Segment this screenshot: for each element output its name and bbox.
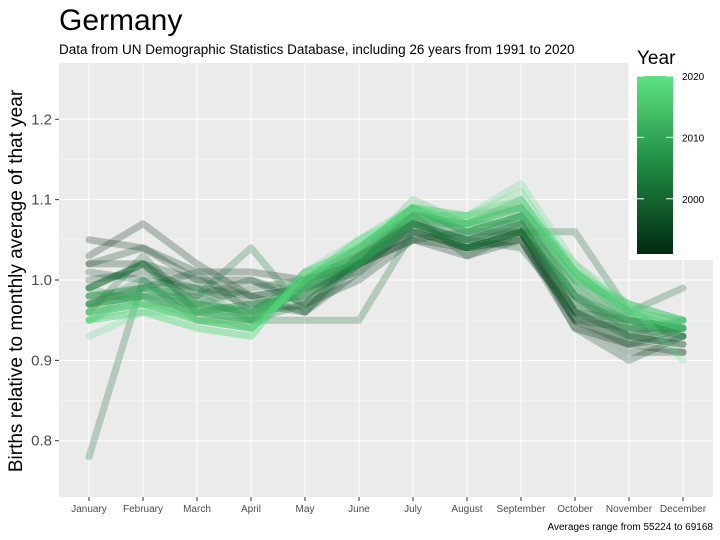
grid-lines [59, 63, 713, 497]
chart-title: Germany [59, 4, 182, 37]
legend-title: Year [637, 48, 676, 69]
legend-tick-label: 2010 [682, 133, 705, 144]
series-line-2003 [85, 212, 687, 332]
series-line-2011 [85, 204, 687, 332]
series-line-1998 [85, 212, 687, 340]
series-line-1992 [85, 220, 687, 356]
x-tick-label: October [557, 504, 593, 515]
series-line-1995 [85, 220, 687, 348]
series-line-1997 [85, 220, 687, 340]
x-tick-label: April [241, 504, 261, 515]
y-tick-label: 0.8 [31, 433, 52, 450]
y-tick-label: 1.2 [31, 111, 52, 128]
series-line-2008 [85, 204, 687, 332]
series-line-1991 [85, 236, 687, 356]
legend-ticks: 2000 2010 2020 [637, 72, 705, 206]
series-line-2000 [85, 220, 687, 332]
x-tick-label: May [296, 504, 315, 515]
legend-tick-label: 2020 [682, 72, 705, 83]
series-lines [85, 180, 687, 461]
legend-colorbar [637, 76, 673, 254]
y-tick-label: 1.1 [31, 192, 52, 209]
series-line-2014 [85, 196, 687, 332]
y-tick-label: 0.9 [31, 352, 52, 369]
series-line-1999 [85, 220, 687, 348]
chart-subtitle: Data from UN Demographic Statistics Data… [59, 42, 575, 57]
y-tick-label: 1.0 [31, 272, 52, 289]
series-line-1993 [85, 228, 687, 348]
x-tick-label: February [123, 504, 163, 515]
series-line-2016 [85, 196, 687, 324]
x-tick-label: August [451, 504, 482, 515]
series-line-2009 [85, 204, 687, 332]
series-line-2019 [85, 188, 687, 332]
legend: Year 2000 2010 2020 [629, 40, 720, 260]
series-line-2017 [85, 204, 687, 332]
series-line-2005 [85, 204, 687, 332]
series-line-2006 [85, 212, 687, 340]
x-tick-label: November [606, 504, 653, 515]
legend-tick-label: 2000 [682, 195, 705, 206]
series-line-2018 [85, 196, 687, 340]
x-axis: January February March April May June July Augu… [71, 497, 707, 515]
x-tick-label: March [183, 504, 211, 515]
series-line-2015 [85, 204, 687, 332]
series-line-2020 [85, 180, 687, 364]
chart-caption: Averages range from 55224 to 69168 [548, 522, 714, 533]
series-line-2001 [85, 228, 687, 461]
x-tick-label: December [660, 504, 707, 515]
series-line-2007 [85, 220, 687, 332]
x-tick-label: January [71, 504, 107, 515]
x-tick-label: July [404, 504, 422, 515]
y-axis-label: Births relative to monthly average of th… [6, 89, 27, 472]
series-line-2002 [85, 220, 687, 340]
series-line-1994 [85, 228, 687, 348]
x-tick-label: September [497, 504, 547, 515]
series-line-1996 [85, 228, 687, 364]
series-line-2010 [85, 204, 687, 340]
x-tick-label: June [348, 504, 370, 515]
series-line-2004 [85, 220, 687, 332]
series-line-2013 [85, 204, 687, 332]
y-axis: 0.8 0.9 1.0 1.1 1.2 [31, 111, 59, 450]
series-line-2012 [85, 204, 687, 324]
